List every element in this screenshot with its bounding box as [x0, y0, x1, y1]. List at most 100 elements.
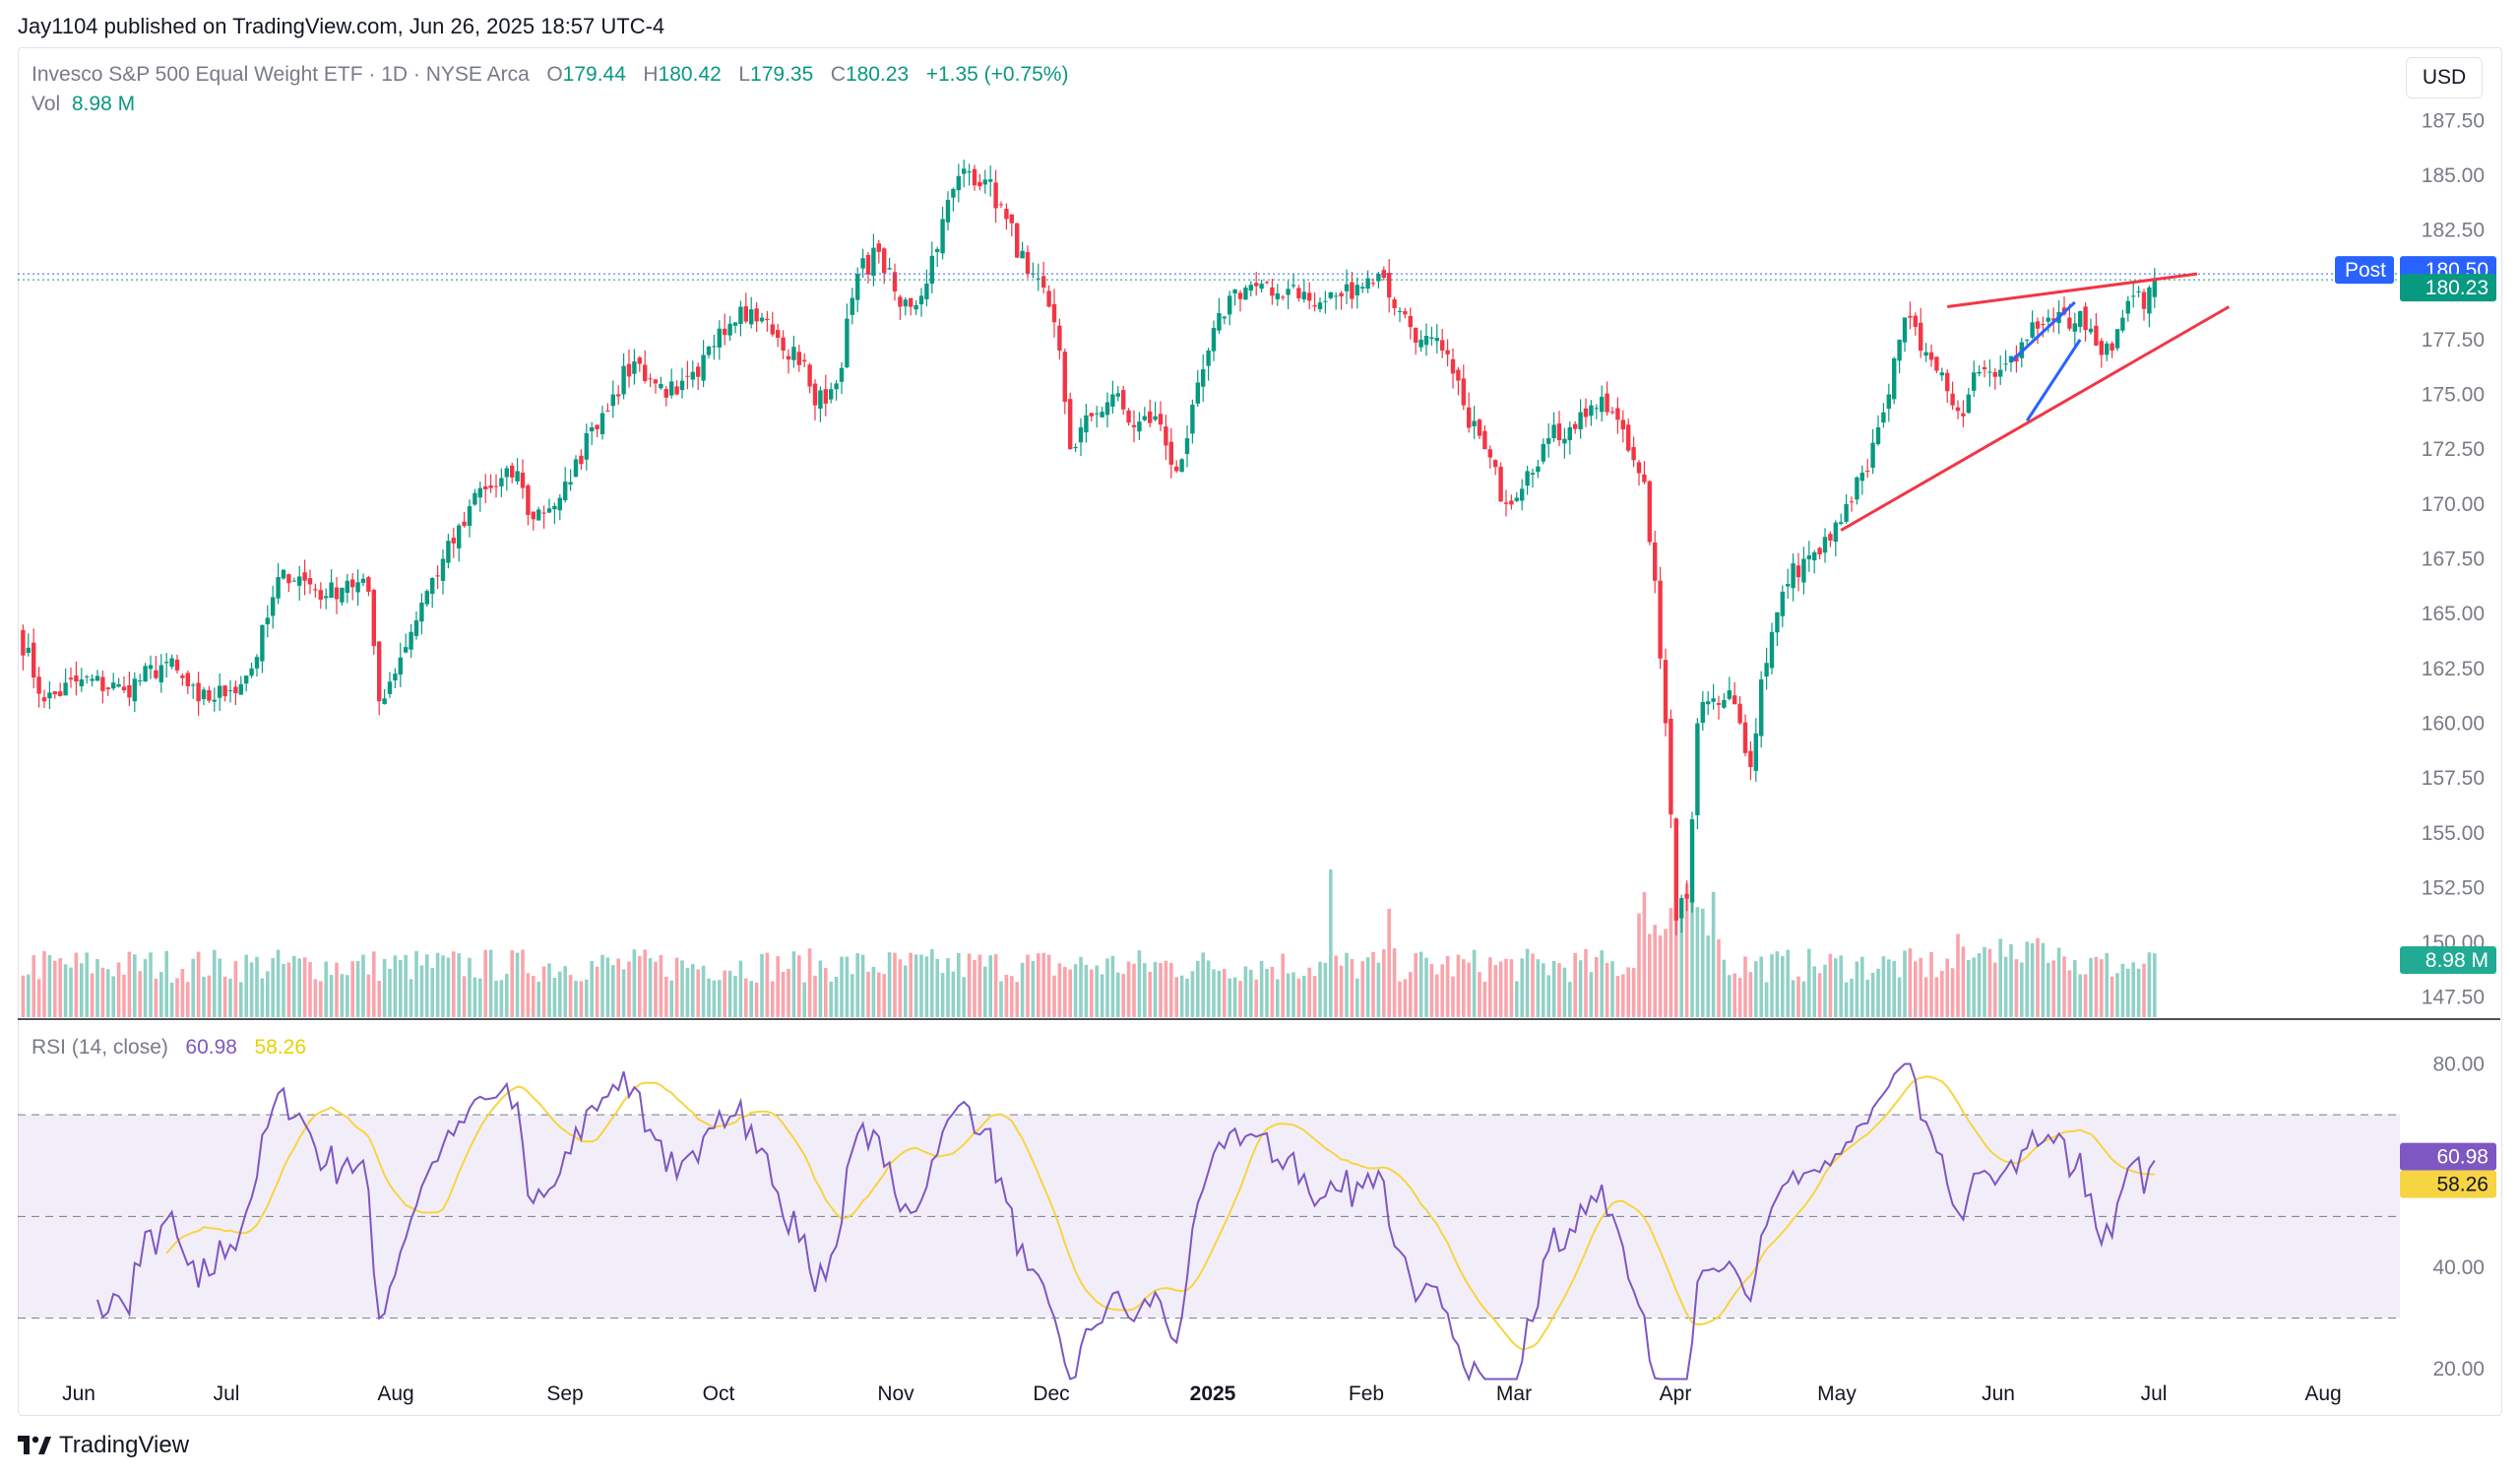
volume-bar [813, 975, 817, 1017]
candle-body [1264, 282, 1270, 284]
volume-bar [1387, 909, 1391, 1017]
candle-body [1583, 408, 1589, 418]
candle-body [1791, 563, 1796, 589]
volume-bar [1817, 973, 1822, 1017]
volume-bar [1945, 958, 1949, 1017]
volume-bar [574, 981, 578, 1017]
volume-bar [1923, 977, 1928, 1017]
volume-bar [1116, 972, 1120, 1017]
candle-body [690, 371, 695, 380]
volume-bar [919, 954, 923, 1017]
footer-brand[interactable]: TradingView [18, 1432, 189, 1459]
last-price-badge: 180.23 [2426, 277, 2488, 299]
volume-bar [1865, 979, 1869, 1017]
channel-upper-line[interactable] [2009, 300, 2076, 363]
candle-body [993, 182, 998, 209]
volume-bar [1488, 957, 1492, 1017]
volume-bar [579, 981, 584, 1017]
candle-body [1195, 382, 1200, 404]
candle-body [32, 642, 36, 677]
candle-body [1636, 462, 1642, 474]
volume-bar [90, 973, 94, 1017]
candle-body [1839, 522, 1844, 524]
volume-bar [430, 968, 434, 1017]
volume-bar [494, 981, 498, 1017]
volume-bar [1839, 955, 1843, 1017]
candle-body [1168, 441, 1173, 465]
candle-body [1796, 565, 1801, 578]
candle-body [1222, 316, 1227, 319]
volume-bar [1626, 967, 1630, 1017]
open-label: O [546, 63, 563, 86]
volume-bar [1732, 973, 1736, 1017]
candle-body [520, 472, 526, 488]
time-axis-label: Aug [377, 1382, 413, 1405]
volume-bar [409, 979, 413, 1017]
volume-bar [106, 969, 110, 1017]
candle-body [1418, 339, 1423, 348]
symbol-title[interactable]: Invesco S&P 500 Equal Weight ETF · 1D · … [32, 63, 530, 86]
volume-bar [499, 980, 504, 1017]
candle-body [1228, 295, 1232, 315]
volume-bar [169, 982, 174, 1017]
volume-bar [1223, 969, 1227, 1017]
candle-body [191, 684, 196, 686]
candle-body [2131, 295, 2136, 297]
candle-body [1892, 358, 1897, 400]
volume-bar [1403, 979, 1408, 1017]
volume-bar [1993, 962, 1997, 1017]
volume-bar [1079, 956, 1083, 1017]
volume-bar [2131, 962, 2135, 1017]
candle-body [696, 366, 701, 377]
volume-bar [1467, 962, 1471, 1017]
time-axis-label: May [1817, 1382, 1857, 1405]
volume-bar [840, 956, 844, 1017]
volume-bar [346, 975, 349, 1017]
volume-bar [824, 968, 828, 1017]
candle-body [679, 380, 685, 391]
candle-body [1270, 287, 1275, 296]
candle-body [1562, 438, 1567, 444]
candle-body [68, 677, 74, 680]
volume-bar [1542, 963, 1545, 1017]
volume-bar [787, 968, 790, 1017]
candle-body [1078, 426, 1084, 443]
candle-body [892, 272, 898, 291]
channel-lower-line[interactable] [2025, 339, 2082, 422]
volume-bar [2089, 957, 2093, 1017]
volume-bar [1046, 954, 1051, 1017]
time-axis-label: Aug [2304, 1382, 2341, 1405]
wedge-lower-trendline[interactable] [1840, 305, 2231, 532]
volume-bar [260, 978, 265, 1017]
volume-bar [324, 961, 328, 1017]
volume-bar [244, 954, 248, 1017]
volume-bar [1536, 959, 1541, 1017]
volume-bar [973, 959, 976, 1017]
volume-bar [585, 979, 589, 1017]
currency-button[interactable]: USD [2406, 57, 2483, 98]
volume-bar [1950, 968, 1955, 1017]
volume-bar [1701, 908, 1705, 1017]
candle-body [1073, 447, 1078, 449]
volume-bar [159, 972, 163, 1017]
candle-body [276, 577, 281, 599]
volume-bar [1770, 954, 1774, 1017]
candle-body [807, 364, 812, 387]
volume-bar [924, 956, 929, 1017]
volume-bar [1015, 982, 1019, 1017]
candle-body [1164, 426, 1168, 446]
chart-frame [18, 47, 2502, 1416]
price-axis-label: 155.00 [2422, 822, 2485, 845]
rsi-ma-line [165, 1075, 2155, 1351]
volume-bar [350, 961, 354, 1017]
candle-body [1482, 430, 1487, 450]
candle-body [526, 484, 531, 515]
volume-bar [1292, 972, 1295, 1017]
volume-bar [1281, 953, 1285, 1017]
candle-body [791, 347, 796, 360]
rsi-label[interactable]: RSI (14, close) [32, 1036, 168, 1059]
wedge-upper-trendline[interactable] [1947, 272, 2198, 308]
rsi-ma-badge-bg [2400, 1170, 2496, 1198]
rsi-axis-label: 40.00 [2432, 1256, 2485, 1279]
